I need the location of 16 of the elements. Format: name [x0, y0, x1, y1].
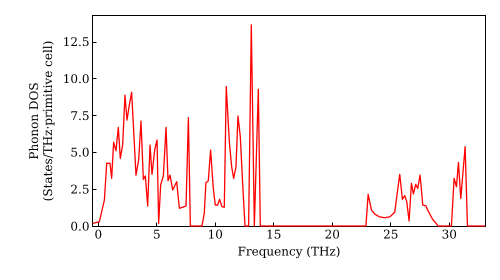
line-series	[92, 24, 486, 227]
x-tick-label: 25	[383, 228, 398, 242]
y-tick-label: 7.5	[70, 108, 90, 123]
x-tick-label: 5	[153, 228, 161, 242]
x-tick-label: 10	[208, 228, 223, 242]
x-tick-label: 15	[266, 228, 282, 242]
x-tick-label: 30	[442, 228, 457, 242]
y-tick-label: 2.5	[70, 182, 90, 197]
y-tick-label: 12.5	[62, 35, 90, 50]
x-tick-label: 0	[94, 228, 102, 242]
y-tick-label: 0.0	[70, 220, 90, 234]
y-tick-label: 10.0	[62, 72, 90, 86]
y-tick-label: 5.0	[70, 146, 90, 160]
y-axis-title: Phonon DOS (States/THz·primitive cell)	[26, 40, 55, 202]
x-axis-title: Frequency (THz)	[238, 244, 340, 258]
x-tick-label: 20	[324, 228, 340, 242]
